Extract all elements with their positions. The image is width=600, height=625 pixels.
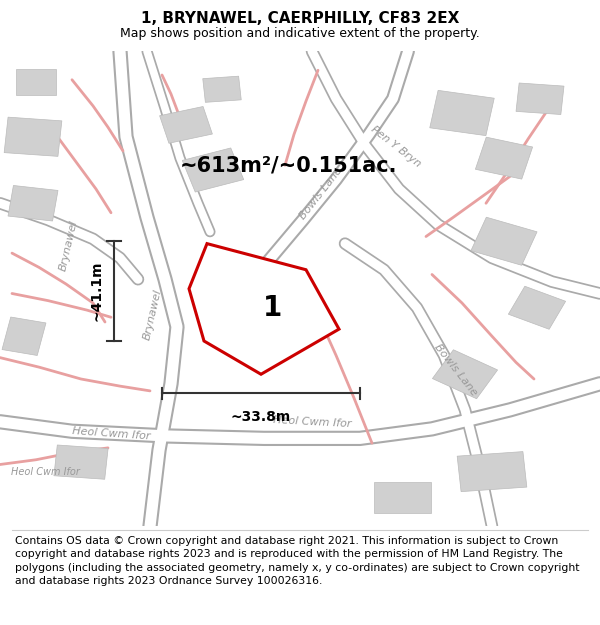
Bar [430, 91, 494, 136]
Bar [160, 106, 212, 143]
Bar [475, 137, 533, 179]
Bar [16, 69, 56, 95]
Bar [213, 273, 309, 338]
Text: Contains OS data © Crown copyright and database right 2021. This information is : Contains OS data © Crown copyright and d… [15, 536, 580, 586]
Text: Heol Cwm Ifor: Heol Cwm Ifor [71, 426, 151, 441]
Bar [471, 217, 537, 265]
Bar [54, 445, 108, 479]
Text: ~33.8m: ~33.8m [231, 410, 291, 424]
Bar [508, 286, 566, 329]
Text: Heol Cwm Ifor: Heol Cwm Ifor [11, 467, 79, 477]
Bar [2, 317, 46, 356]
Text: Brynawel: Brynawel [58, 219, 80, 272]
Bar [433, 350, 497, 399]
Bar [8, 186, 58, 221]
Bar [457, 452, 527, 492]
Polygon shape [189, 244, 339, 374]
Text: Heol Cwm Ifor: Heol Cwm Ifor [272, 415, 352, 429]
Text: Pen Y Bryn: Pen Y Bryn [369, 124, 423, 169]
Bar [182, 148, 244, 192]
Bar [203, 76, 241, 102]
Text: Brynawel: Brynawel [142, 289, 164, 341]
Bar [516, 83, 564, 114]
Bar [374, 482, 431, 513]
Text: ~613m²/~0.151ac.: ~613m²/~0.151ac. [180, 155, 398, 175]
Text: 1: 1 [263, 294, 283, 322]
Text: 1, BRYNAWEL, CAERPHILLY, CF83 2EX: 1, BRYNAWEL, CAERPHILLY, CF83 2EX [141, 11, 459, 26]
Text: Map shows position and indicative extent of the property.: Map shows position and indicative extent… [120, 27, 480, 40]
Text: Bowls Lane: Bowls Lane [433, 342, 479, 398]
Text: ~41.1m: ~41.1m [89, 261, 103, 321]
Text: Bowls Lane: Bowls Lane [298, 166, 344, 222]
Bar [4, 117, 62, 156]
